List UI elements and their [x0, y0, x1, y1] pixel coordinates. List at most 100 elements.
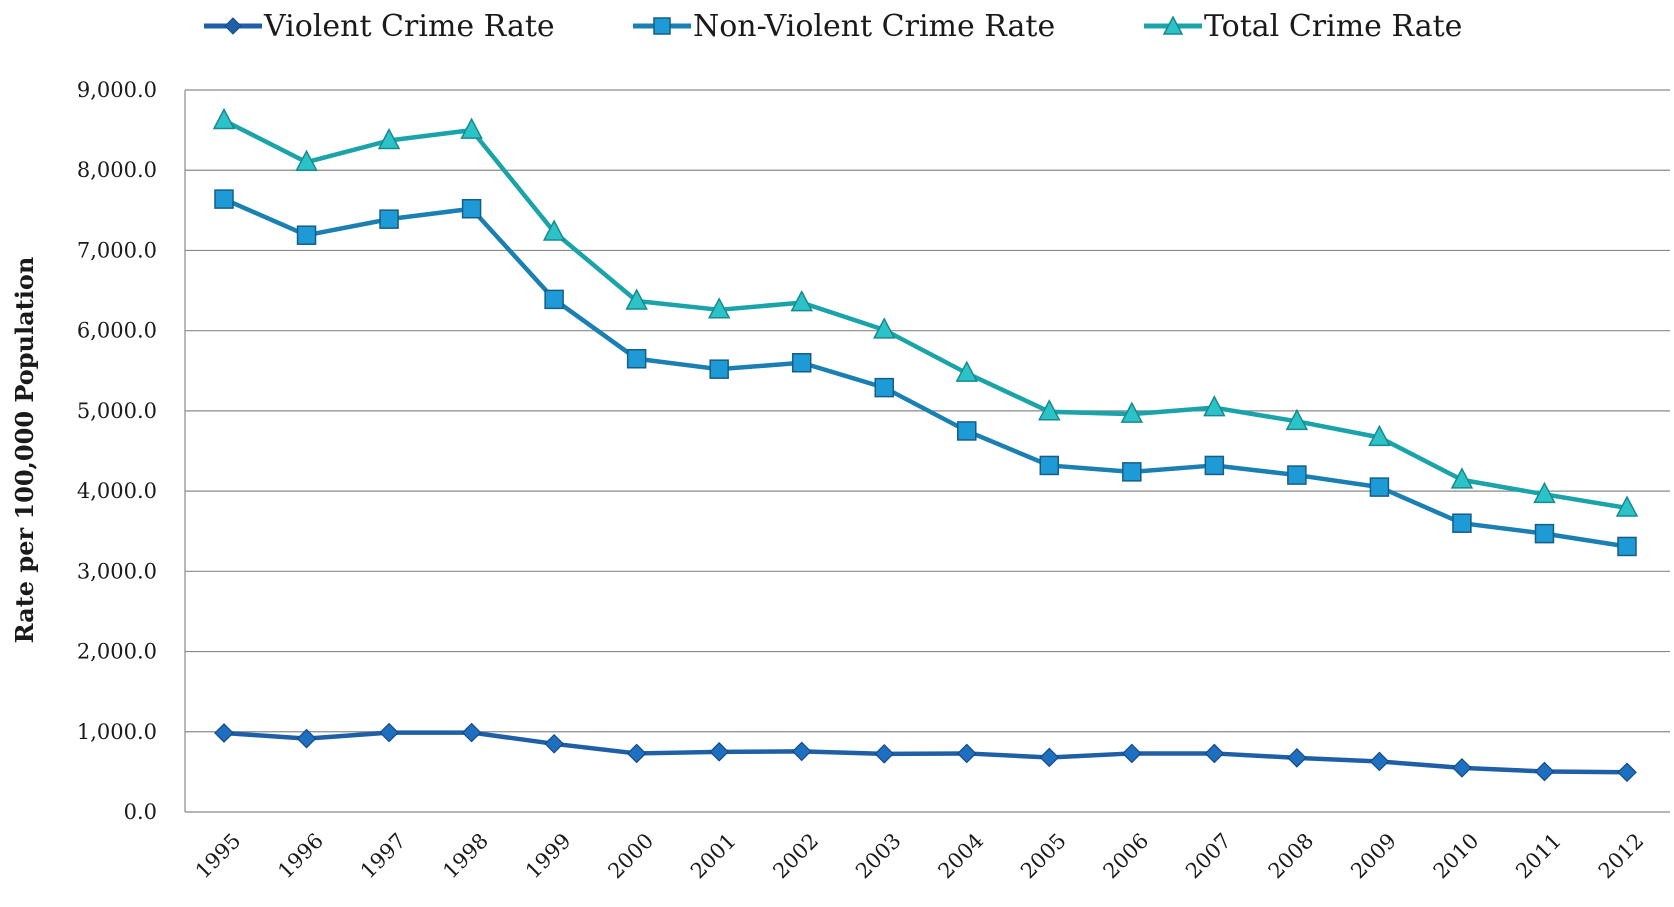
data-point: [1285, 408, 1309, 431]
data-point: [1534, 523, 1555, 544]
x-tick-label: 2006: [1099, 829, 1154, 884]
y-tick-label: 0.0: [124, 800, 157, 824]
data-point: [1452, 758, 1472, 778]
x-tick-label: 2001: [686, 829, 741, 884]
data-point: [460, 117, 483, 139]
legend-item-violent: Violent Crime Rate: [204, 4, 555, 48]
data-point: [1617, 536, 1637, 557]
y-tick-label: 3,000.0: [77, 559, 157, 583]
data-point: [461, 198, 482, 219]
y-tick-label: 9,000.0: [77, 78, 157, 102]
data-point: [1615, 495, 1639, 517]
data-point: [1122, 462, 1142, 482]
data-point: [956, 743, 977, 764]
data-point: [377, 127, 401, 150]
data-point: [790, 289, 813, 312]
x-tick-label: 1997: [356, 829, 411, 884]
data-point: [1368, 424, 1391, 447]
data-point: [626, 743, 647, 764]
data-point: [872, 317, 896, 339]
data-point: [1533, 481, 1556, 504]
x-tick-label: 2009: [1346, 829, 1401, 884]
data-point: [1452, 513, 1472, 533]
data-point: [1039, 747, 1060, 768]
series-2: [214, 189, 1637, 557]
y-tick-label: 8,000.0: [77, 158, 157, 182]
x-tick-label: 2000: [603, 829, 658, 884]
series-line: [223, 197, 1628, 549]
y-tick-label: 2,000.0: [77, 640, 157, 664]
data-point: [379, 722, 399, 743]
x-axis-ticks: 1995 1996 1997 1998 1999 2000 2001 2002 2003 2004…: [191, 829, 1649, 884]
series-layer: [212, 107, 1639, 783]
data-point: [1287, 465, 1307, 485]
y-tick-label: 4,000.0: [77, 479, 157, 503]
data-point: [379, 209, 399, 229]
data-point: [1450, 467, 1474, 489]
data-point: [1617, 762, 1637, 783]
data-point: [707, 297, 731, 319]
data-point: [1287, 748, 1307, 768]
data-point: [1120, 401, 1144, 423]
y-tick-label: 7,000.0: [77, 238, 157, 262]
data-point: [1039, 455, 1060, 476]
data-point: [212, 107, 236, 130]
y-tick-label: 5,000.0: [77, 399, 157, 423]
legend-item-total: Total Crime Rate: [1144, 4, 1462, 48]
legend-label-violent: Violent Crime Rate: [264, 8, 555, 44]
data-point: [1121, 743, 1142, 764]
x-tick-label: 2007: [1181, 829, 1236, 884]
legend-label-total: Total Crime Rate: [1204, 8, 1463, 44]
x-tick-label: 2003: [851, 829, 906, 884]
y-tick-label: 6,000.0: [77, 319, 157, 343]
data-point: [791, 741, 812, 762]
data-point: [544, 733, 564, 754]
data-point: [791, 353, 812, 373]
x-tick-label: 2004: [934, 829, 989, 884]
data-point: [957, 421, 977, 441]
data-point: [1204, 743, 1225, 764]
data-point: [626, 348, 647, 369]
series-line: [223, 730, 1628, 775]
data-point: [214, 723, 234, 743]
data-point: [542, 219, 566, 241]
data-point: [874, 743, 895, 764]
data-point: [214, 189, 234, 209]
data-point: [625, 288, 648, 310]
data-point: [295, 149, 318, 171]
gridlines: [184, 89, 1670, 813]
legend-swatch-violent: [204, 17, 262, 35]
series-line: [222, 118, 1628, 511]
legend-label-nonviolent: Non-Violent Crime Rate: [693, 8, 1056, 44]
x-tick-label: 2002: [768, 829, 823, 884]
x-tick-label: 2008: [1264, 829, 1319, 884]
data-point: [296, 728, 317, 749]
x-tick-label: 2012: [1594, 829, 1649, 884]
data-point: [1204, 455, 1225, 476]
x-tick-label: 1998: [438, 829, 493, 884]
series-3: [212, 107, 1639, 517]
series-1: [214, 722, 1637, 783]
data-point: [1369, 477, 1390, 497]
y-axis-ticks: 0.0 1,000.0 2,000.0 3,000.0 4,000.0 5,000.0 6,…: [77, 78, 157, 824]
x-tick-label: 2011: [1511, 829, 1566, 884]
data-point: [1534, 761, 1555, 782]
chart-legend: Violent Crime Rate Non-Violent Crime Rat…: [0, 4, 1674, 48]
x-tick-label: 1999: [521, 829, 576, 884]
x-tick-label: 1995: [191, 829, 246, 884]
x-tick-label: 1996: [273, 829, 328, 884]
legend-swatch-total: [1144, 16, 1202, 35]
legend-swatch-nonviolent: [633, 17, 691, 35]
y-axis-title: Rate per 100,000 Population: [10, 257, 39, 644]
data-point: [1369, 751, 1390, 772]
data-point: [1203, 395, 1226, 417]
legend-item-nonviolent: Non-Violent Crime Rate: [633, 4, 1055, 48]
data-point: [544, 289, 564, 310]
data-point: [296, 225, 317, 245]
x-tick-label: 2005: [1016, 829, 1071, 884]
data-point: [709, 359, 729, 379]
data-point: [1038, 399, 1061, 421]
data-point: [461, 722, 482, 743]
x-tick-label: 2010: [1429, 829, 1484, 884]
